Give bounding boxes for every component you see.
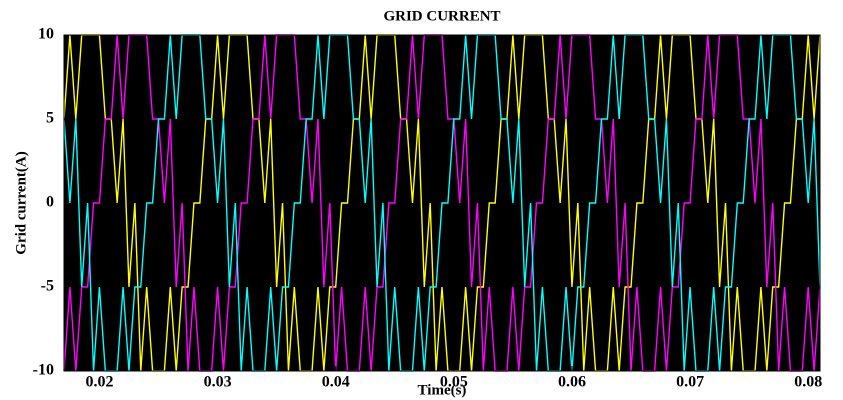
x-tick-label: 0.02 [85, 374, 113, 391]
x-tick-label: 0.07 [676, 374, 704, 391]
x-tick-label: 0.08 [794, 374, 822, 391]
chart-title: GRID CURRENT [383, 8, 500, 24]
x-axis-label: Time(s) [418, 382, 467, 398]
x-tick-label: 0.04 [322, 374, 350, 391]
x-tick-label: 0.05 [440, 374, 468, 391]
y-tick-label: -10 [33, 362, 54, 379]
y-tick-label: -5 [41, 278, 54, 295]
x-tick-label: 0.06 [558, 374, 586, 391]
y-axis-label: Grid current(A) [13, 151, 29, 254]
y-tick-label: 5 [46, 110, 54, 127]
x-tick-label: 0.03 [204, 374, 232, 391]
y-tick-label: 10 [38, 26, 54, 43]
series-line [63, 34, 821, 372]
y-tick-label: 0 [46, 194, 54, 211]
